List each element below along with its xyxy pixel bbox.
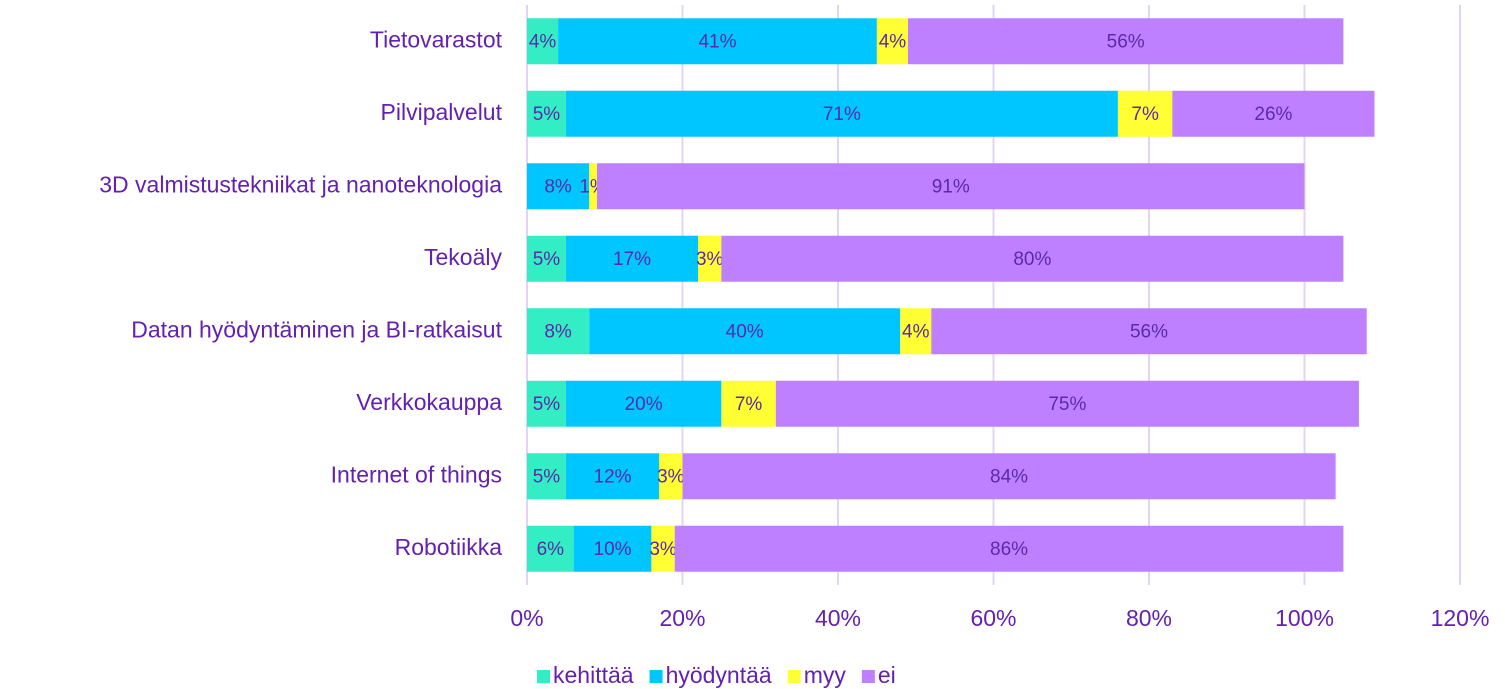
bar-segment [659,453,683,500]
data-label: 4% [902,321,930,342]
y-tick-label: Datan hyödyntäminen ja BI-ratkaisut [131,316,502,342]
bar-segment [565,380,722,427]
data-label: 4% [879,31,907,52]
data-label: 86% [990,539,1028,560]
data-label: 75% [1048,394,1086,415]
legend-label: kehittää [553,662,634,688]
data-label: 3% [657,466,685,487]
data-label: 40% [726,321,764,342]
data-label: 56% [1130,321,1168,342]
bar-segment [674,525,1344,572]
data-label: 26% [1254,104,1292,125]
bar-segment [721,235,1344,282]
data-label: 71% [823,104,861,125]
bar-segment [900,308,932,355]
x-tick-label: 80% [1126,605,1172,631]
bar-segment [565,453,660,500]
bar-segment [589,308,901,355]
legend-marker [537,670,550,683]
legend-label: myy [804,662,847,688]
bar-segment [527,308,590,355]
x-tick-label: 20% [659,605,705,631]
data-label: 10% [594,539,632,560]
data-label: 8% [544,321,572,342]
bar-segment [527,453,566,500]
bar-segment [721,380,776,427]
x-tick-label: 60% [970,605,1016,631]
bar-segment [527,18,559,65]
bar-segment [698,235,722,282]
legend-marker [649,670,663,683]
data-label: 84% [990,466,1028,487]
x-tick-label: 40% [815,605,861,631]
legend-label: hyödyntää [666,662,772,688]
data-label: 12% [594,466,632,487]
bar-segment [682,453,1336,500]
data-label: 5% [533,104,561,125]
data-label: 5% [533,249,561,270]
bar-segment [565,90,1118,137]
x-tick-label: 100% [1275,605,1334,631]
bar-segment [876,18,908,65]
y-tick-label: Verkkokauppa [356,389,502,415]
data-label: 6% [537,539,565,560]
data-label: 17% [613,249,651,270]
bar-segment [1172,90,1375,137]
bar-segment [527,90,566,137]
data-label: 3% [696,249,724,270]
data-label: 56% [1107,31,1145,52]
y-tick-label: Pilvipalvelut [381,99,503,125]
data-label: 80% [1013,249,1051,270]
data-label: 8% [544,176,572,197]
data-label: 4% [529,31,557,52]
legend-marker [861,670,875,683]
bar-segment [558,18,877,65]
y-tick-label: Robotiikka [395,534,503,560]
y-tick-label: Internet of things [331,461,502,487]
bar-segment [527,235,566,282]
y-tick-label: Tietovarastot [370,26,503,52]
bar-segment [527,525,574,572]
data-label: 3% [649,539,677,560]
bar-segment [527,380,566,427]
bar-segment [651,525,675,572]
data-label: 5% [533,466,561,487]
bar-segment [527,163,590,210]
bar-segment [931,308,1367,355]
data-label: 20% [625,394,663,415]
x-tick-label: 0% [510,605,543,631]
bar-segment [1117,90,1173,137]
data-label: 91% [932,176,970,197]
data-label: 41% [698,31,736,52]
bar-segment [589,163,597,210]
data-label: 7% [735,394,763,415]
y-tick-label: 3D valmistustekniikat ja nanoteknologia [99,171,502,197]
bar-segment [596,163,1305,210]
y-tick-label: Tekoäly [424,244,502,270]
legend-label: ei [878,662,896,688]
bar-segment [565,235,699,282]
legend-marker [787,670,801,683]
data-label: 5% [533,394,561,415]
data-label: 7% [1131,104,1159,125]
bar-segment [907,18,1344,65]
bar-segment [775,380,1359,427]
bar-segment [573,525,652,572]
x-tick-label: 120% [1431,605,1490,631]
